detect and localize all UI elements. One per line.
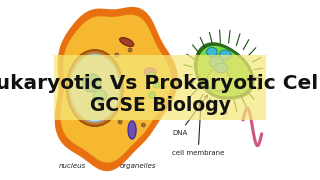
Ellipse shape (82, 74, 101, 92)
Ellipse shape (209, 56, 224, 68)
Ellipse shape (149, 92, 155, 98)
Ellipse shape (93, 90, 107, 102)
FancyBboxPatch shape (54, 55, 266, 120)
Text: organelles: organelles (120, 163, 156, 169)
Text: GCSE Biology: GCSE Biology (90, 96, 230, 114)
Text: cell membrane: cell membrane (172, 102, 224, 156)
Ellipse shape (118, 120, 122, 124)
Text: Eukaryotic Vs Prokaryotic Cells: Eukaryotic Vs Prokaryotic Cells (0, 73, 320, 93)
Ellipse shape (149, 72, 155, 78)
Polygon shape (197, 46, 251, 96)
Ellipse shape (120, 38, 134, 46)
Ellipse shape (128, 48, 132, 52)
Polygon shape (60, 15, 172, 163)
Polygon shape (55, 7, 178, 171)
Ellipse shape (115, 53, 119, 57)
Ellipse shape (207, 69, 230, 91)
Ellipse shape (69, 54, 120, 122)
Ellipse shape (153, 82, 160, 88)
Ellipse shape (128, 121, 136, 139)
Ellipse shape (214, 63, 228, 73)
Text: DNA: DNA (172, 95, 207, 136)
Ellipse shape (67, 50, 123, 126)
Ellipse shape (138, 98, 142, 102)
Ellipse shape (144, 68, 156, 76)
Polygon shape (194, 42, 254, 100)
Ellipse shape (206, 48, 217, 57)
Ellipse shape (219, 50, 231, 60)
Text: nucleus: nucleus (59, 163, 86, 169)
Ellipse shape (141, 123, 145, 127)
